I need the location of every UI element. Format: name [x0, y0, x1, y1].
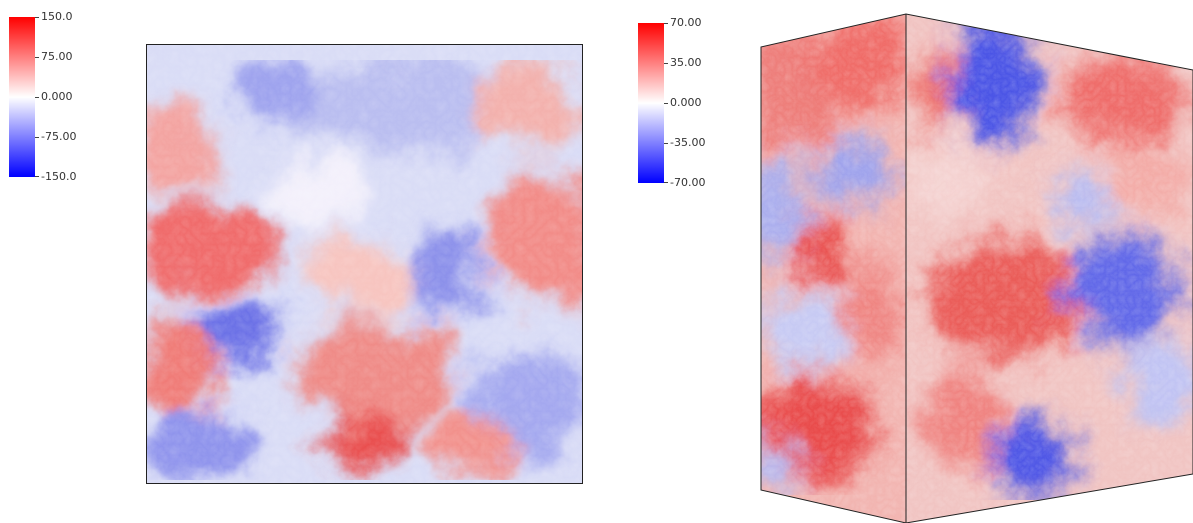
colorbar-right-label-max: 70.00: [670, 16, 702, 29]
colorbar-right-label-mid: 0.000: [670, 96, 702, 109]
colorbar-right-tick: [664, 103, 668, 104]
cube-front-face: [906, 14, 1193, 523]
turbulence-slice-2d: [146, 44, 583, 484]
turbulence-slice-image: [147, 45, 582, 483]
colorbar-right-tick: [664, 63, 668, 64]
turbulence-cube-3d: [760, 13, 1193, 523]
colorbar-left-label-q3: 75.00: [41, 50, 73, 63]
colorbar-left-gradient: [9, 17, 35, 177]
colorbar-left-label-mid: 0.000: [41, 90, 73, 103]
colorbar-right-tick: [664, 182, 668, 183]
colorbar-right-tick: [664, 143, 668, 144]
colorbar-right-label-q3: 35.00: [670, 56, 702, 69]
cube-outline: [760, 13, 1193, 523]
colorbar-left-tick: [35, 176, 39, 177]
colorbar-left-tick: [35, 17, 39, 18]
colorbar-right-tick: [664, 23, 668, 24]
colorbar-left-tick: [35, 97, 39, 98]
colorbar-left-label-max: 150.0: [41, 10, 73, 23]
colorbar-right-label-min: -70.00: [670, 176, 706, 189]
colorbar-left-tick: [35, 137, 39, 138]
colorbar-right-label-q1: -35.00: [670, 136, 706, 149]
colorbar-left-tick: [35, 57, 39, 58]
colorbar-left-label-min: -150.0: [41, 170, 77, 183]
colorbar-right-gradient: [638, 23, 664, 183]
colorbar-left-label-q1: -75.00: [41, 130, 77, 143]
cube-left-face: [761, 14, 906, 523]
